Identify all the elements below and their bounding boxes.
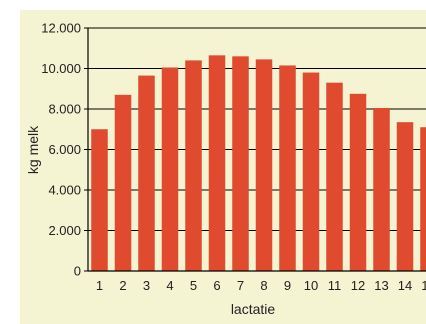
x-tick-label: 3 <box>143 278 150 293</box>
y-tick-label: 4.000 <box>48 183 81 198</box>
bar <box>255 59 273 272</box>
bar <box>138 75 155 272</box>
axes <box>84 27 426 272</box>
y-tick-label: 0 <box>74 264 81 279</box>
y-tick-label: 8.000 <box>48 102 81 117</box>
bar <box>420 127 426 271</box>
bars <box>91 55 426 272</box>
bar <box>349 93 367 271</box>
bar <box>91 129 108 271</box>
y-tick-labels: 0 2.000 4.000 6.000 8.000 10.000 12.000 <box>41 21 81 279</box>
y-tick-label: 10.000 <box>41 61 81 76</box>
y-tick-label: 2.000 <box>48 223 81 238</box>
bar <box>396 122 414 271</box>
x-tick-label: 14 <box>398 278 412 293</box>
y-tick-label: 12.000 <box>41 21 81 36</box>
bar <box>208 55 226 272</box>
x-tick-label: 8 <box>260 278 267 293</box>
x-tick-label: 12 <box>351 278 365 293</box>
x-tick-label: 9 <box>284 278 291 293</box>
x-tick-label: 6 <box>213 278 220 293</box>
bar <box>326 82 343 271</box>
bar <box>373 107 390 271</box>
y-tick-label: 6.000 <box>48 142 81 157</box>
x-tick-label: 4 <box>166 278 173 293</box>
bar <box>302 72 320 271</box>
bar <box>114 94 132 271</box>
x-tick-label: 5 <box>190 278 197 293</box>
x-tick-label: 1 <box>96 278 103 293</box>
bar <box>232 56 249 271</box>
bar <box>161 67 179 271</box>
bar <box>279 65 296 272</box>
y-axis-title: kg melk <box>25 125 41 174</box>
x-tick-label: 15 <box>421 278 426 293</box>
x-tick-label: 10 <box>304 278 318 293</box>
x-tick-label: 2 <box>119 278 126 293</box>
x-tick-label: 11 <box>328 278 342 293</box>
x-tick-labels: 123456789101112131415 <box>96 278 426 293</box>
x-tick-label: 7 <box>237 278 244 293</box>
x-axis-title: lactatie <box>231 301 276 317</box>
x-tick-label: 13 <box>374 278 388 293</box>
bar <box>185 60 202 272</box>
